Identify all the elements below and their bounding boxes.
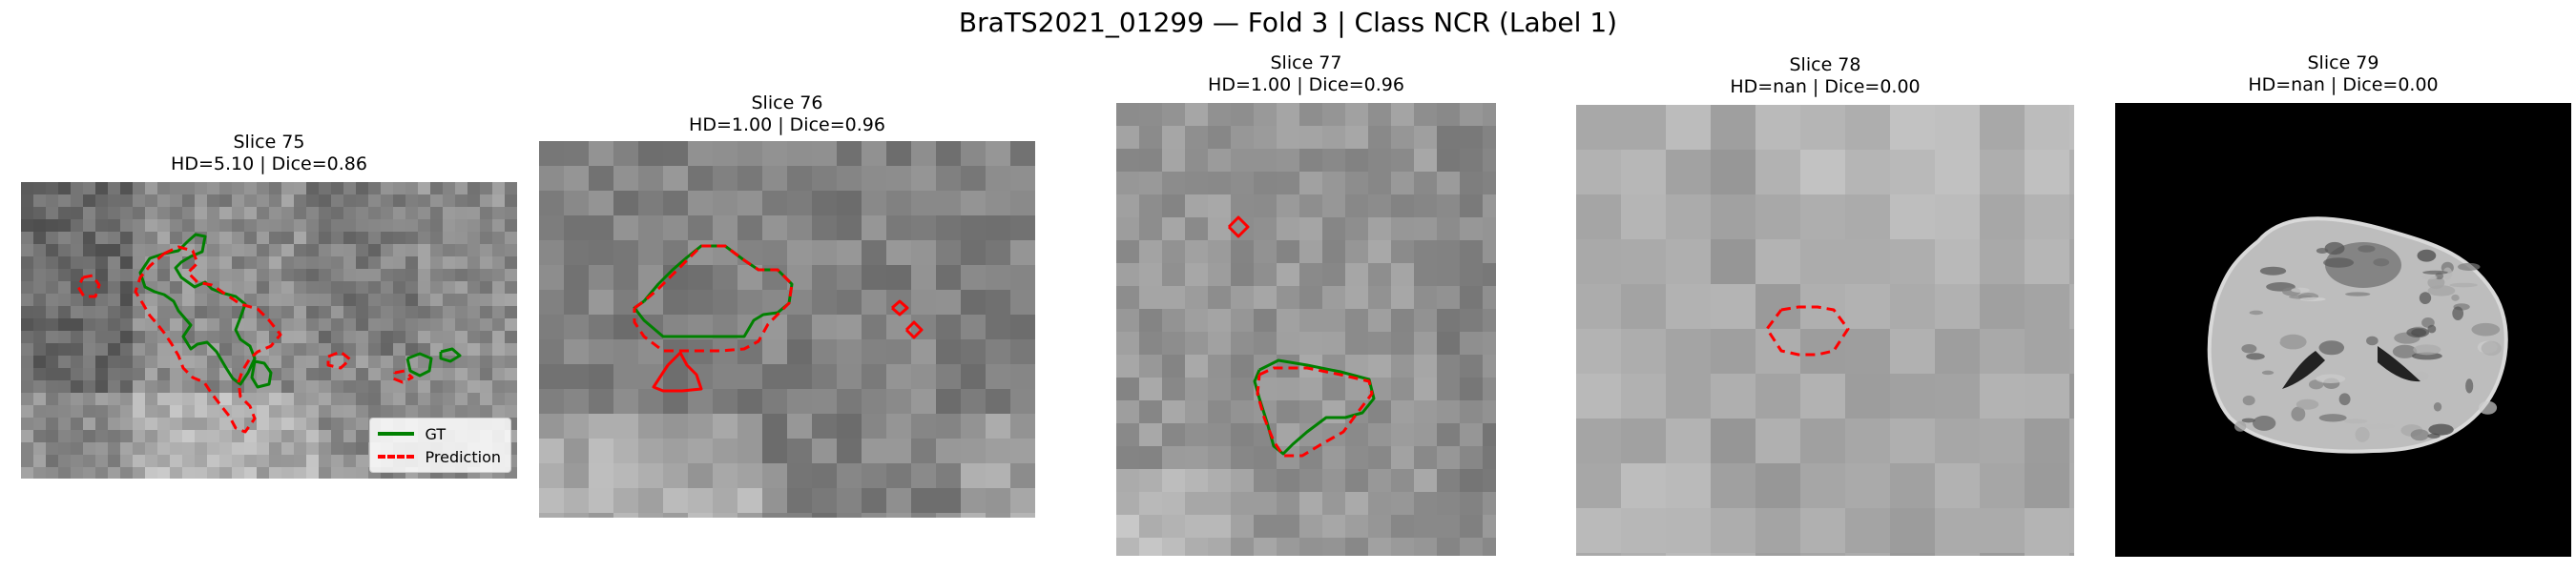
gt-contour [1253,358,1376,456]
gt-contour [439,347,462,363]
slice-label: Slice 78 [1789,54,1861,75]
image-panel-slice-77 [1116,103,1496,556]
panel-title-slice-76: Slice 76 HD=1.00 | Dice=0.96 [539,92,1035,136]
ventricle-left [2282,351,2325,389]
image-panel-slice-76 [539,141,1035,518]
figure-suptitle: BraTS2021_01299 — Fold 3 | Class NCR (La… [958,7,1618,38]
slice-label: Slice 79 [2307,52,2379,73]
mri-crop-slice-78 [1576,105,2074,556]
legend-gt-label: GT [425,424,447,443]
pixel-texture [21,182,517,479]
prediction-contour [326,350,352,370]
panel-title-slice-77: Slice 77 HD=1.00 | Dice=0.96 [1116,52,1496,96]
mri-crop-slice-77 [1116,103,1496,556]
prediction-contour [391,369,414,384]
metrics-label: HD=1.00 | Dice=0.96 [689,114,885,135]
tumor-region [2325,242,2401,288]
gt-contour [250,359,273,389]
brain-tissue [2207,216,2508,454]
legend-prediction-swatch [377,455,414,459]
metrics-label: HD=5.10 | Dice=0.86 [171,153,367,174]
slice-label: Slice 77 [1270,52,1342,73]
legend: GT Prediction [368,418,511,473]
prediction-contour [76,274,101,298]
panel-title-slice-75: Slice 75 HD=5.10 | Dice=0.86 [21,132,517,175]
prediction-contour [633,244,794,353]
ventricle-right [2378,346,2420,382]
pixel-texture [539,141,1035,518]
mri-brain-slice-79 [2207,216,2508,454]
gt-contour [405,352,433,378]
mri-crop-slice-76 [539,141,1035,518]
prediction-contour [1256,366,1374,458]
prediction-contour [891,299,909,317]
gt-contour [138,233,257,386]
panel-title-slice-78: Slice 78 HD=nan | Dice=0.00 [1576,54,2074,98]
metrics-label: HD=1.00 | Dice=0.96 [1208,74,1404,95]
metrics-label: HD=nan | Dice=0.00 [2248,74,2439,95]
prediction-contour [904,320,924,339]
legend-gt-swatch [377,432,414,436]
image-panel-slice-78 [1576,105,2074,556]
image-panel-slice-79 [2115,103,2571,557]
prediction-contour [1227,215,1250,238]
mri-crop-slice-75 [21,182,517,479]
panel-title-slice-79: Slice 79 HD=nan | Dice=0.00 [2115,52,2571,96]
pixel-texture [1576,105,2074,556]
legend-prediction-label: Prediction [425,447,501,466]
image-panel-slice-75: GT Prediction [21,182,517,479]
slice-label: Slice 75 [233,132,305,153]
prediction-contour [652,351,703,393]
metrics-label: HD=nan | Dice=0.00 [1730,76,1921,97]
pixel-texture [1116,103,1496,556]
slice-label: Slice 76 [751,92,823,113]
